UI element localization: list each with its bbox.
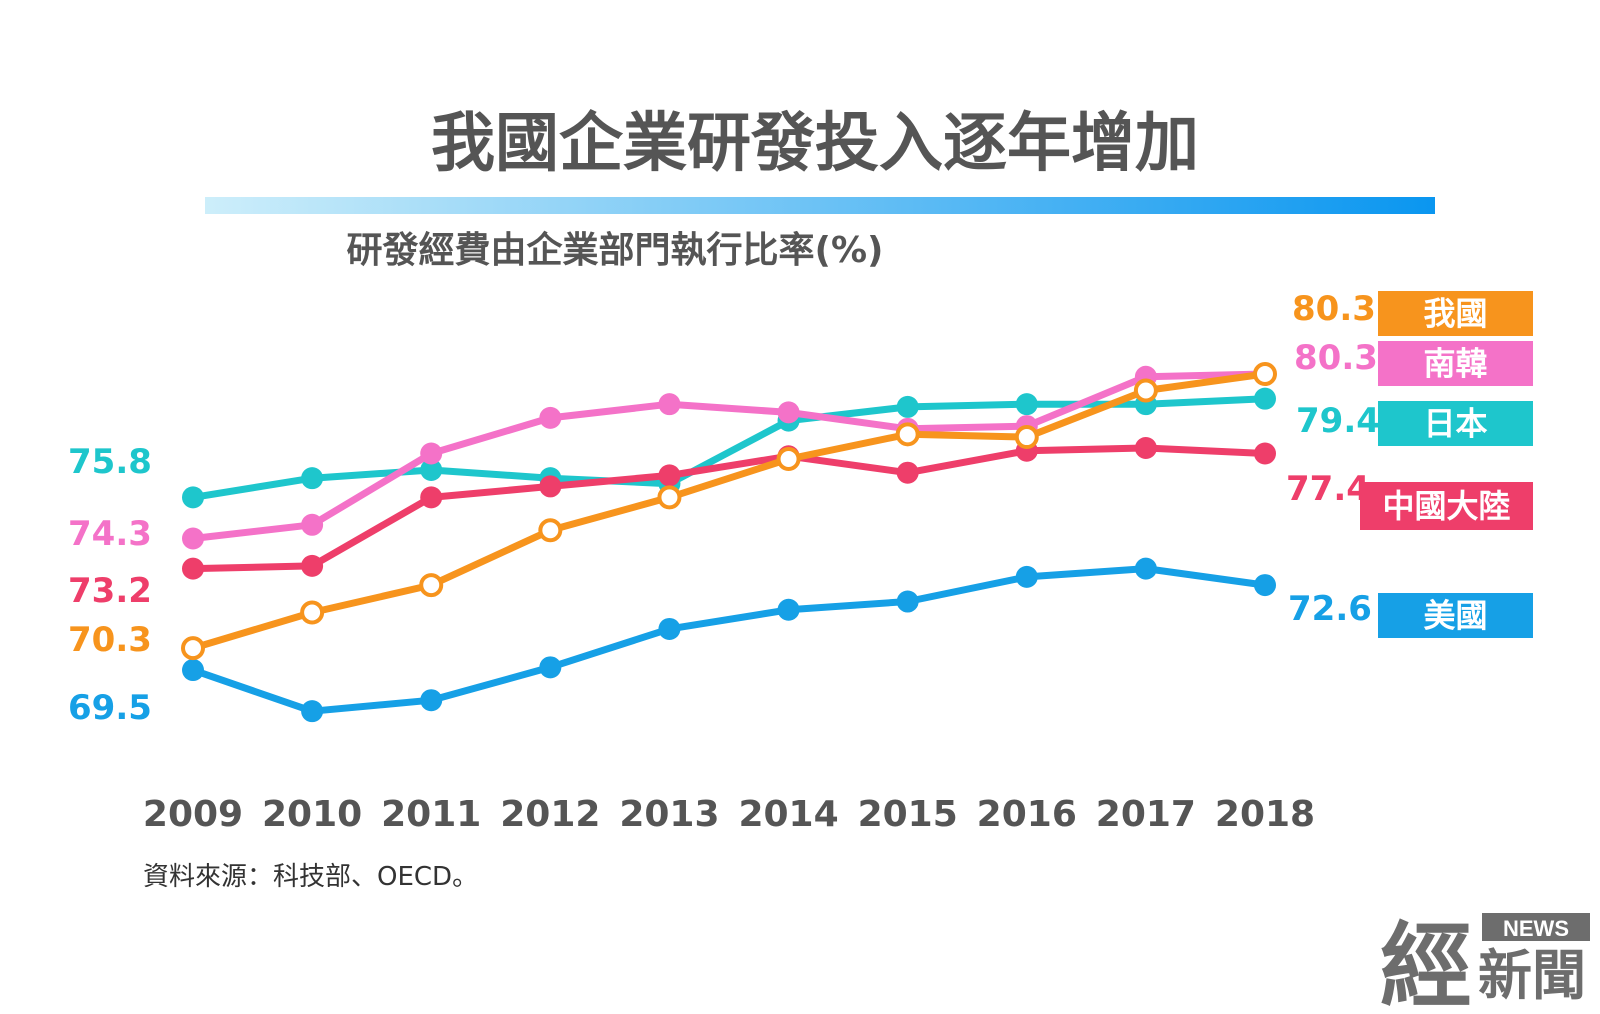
data-point-japan	[896, 395, 919, 418]
data-point-china	[301, 554, 324, 577]
x-tick-label: 2016	[977, 794, 1077, 835]
start-label-japan: 75.8	[68, 442, 152, 482]
data-point-korea	[301, 513, 324, 536]
source-note: 資料來源：科技部、OECD。	[143, 862, 478, 892]
data-point-usa	[1254, 574, 1276, 597]
series-china	[182, 437, 1276, 580]
x-tick-label: 2010	[262, 794, 362, 835]
data-point-taiwan	[776, 446, 801, 471]
data-point-japan	[182, 486, 204, 509]
legend-label-japan: 日本	[1423, 405, 1487, 443]
data-point-china	[1254, 442, 1276, 465]
legend-item-japan: 日本	[1378, 401, 1533, 446]
data-point-taiwan	[1014, 425, 1039, 450]
x-tick-label: 2011	[381, 794, 481, 835]
legend-label-korea: 南韓	[1423, 345, 1487, 383]
logo-news-box	[1482, 913, 1590, 941]
x-axis-labels: 2009 2010 2011 2012 2013 2014 2015 2016 2017 2018	[143, 794, 1315, 835]
legend-box-korea	[1378, 341, 1533, 386]
legend-label-china: 中國大陸	[1382, 487, 1510, 525]
data-point-korea	[539, 406, 562, 429]
data-point-china	[896, 461, 919, 484]
start-label-korea: 74.3	[68, 514, 152, 554]
data-point-usa	[301, 700, 324, 723]
series-usa	[182, 557, 1276, 723]
data-point-taiwan	[657, 485, 682, 510]
page-title: 我國企業研發投入逐年增加	[431, 107, 1199, 181]
chart-subtitle: 研發經費由企業部門執行比率(%)	[347, 229, 884, 271]
start-label-china: 73.2	[68, 571, 152, 611]
legend-item-china: 中國大陸	[1360, 482, 1533, 530]
x-tick-label: 2013	[619, 794, 719, 835]
legend-item-korea: 南韓	[1378, 341, 1533, 386]
legend-box-usa	[1378, 593, 1533, 638]
start-label-usa: 69.5	[68, 688, 152, 728]
data-point-usa	[1015, 565, 1038, 588]
x-tick-label: 2015	[858, 794, 958, 835]
legend-label-usa: 美國	[1423, 597, 1487, 635]
data-point-taiwan	[181, 636, 205, 661]
news-logo: NEWS 經 新聞	[1380, 912, 1590, 1014]
legend-label-taiwan: 我國	[1423, 295, 1487, 333]
x-tick-label: 2014	[738, 794, 838, 835]
data-point-usa	[1134, 557, 1157, 580]
data-point-usa	[658, 617, 681, 640]
end-label-korea: 80.3	[1294, 338, 1378, 378]
series-layer	[181, 362, 1277, 723]
legend-box-china	[1360, 482, 1533, 530]
data-point-china	[420, 486, 443, 509]
legend-item-taiwan: 我國	[1378, 291, 1533, 336]
series-line-taiwan	[189, 370, 1269, 652]
data-point-china	[658, 464, 681, 487]
data-point-korea	[777, 401, 800, 424]
data-point-taiwan	[1253, 362, 1277, 387]
end-label-usa: 72.6	[1288, 589, 1372, 629]
data-point-taiwan	[419, 573, 444, 598]
series-line-china	[189, 444, 1269, 573]
x-tick-label: 2009	[143, 794, 243, 835]
data-point-taiwan	[300, 600, 325, 625]
data-point-korea	[658, 393, 681, 416]
data-point-japan	[1015, 393, 1038, 416]
data-point-china	[539, 475, 562, 498]
data-point-usa	[420, 689, 443, 712]
data-point-taiwan	[1133, 378, 1158, 403]
end-value-labels: 80.3 80.3 79.4 77.4 72.6	[1286, 289, 1380, 629]
data-point-taiwan	[538, 518, 563, 543]
data-point-korea	[182, 527, 204, 550]
x-tick-label: 2017	[1096, 794, 1196, 835]
data-point-japan	[301, 467, 324, 490]
legend-box-japan	[1378, 401, 1533, 446]
x-tick-label: 2018	[1215, 794, 1315, 835]
data-point-china	[1134, 437, 1157, 460]
data-point-china	[182, 557, 204, 580]
end-label-taiwan: 80.3	[1292, 289, 1376, 329]
end-label-china: 77.4	[1286, 469, 1370, 509]
logo-main-char: 經	[1380, 912, 1472, 1014]
legend-box-taiwan	[1378, 291, 1533, 336]
data-point-japan	[420, 458, 443, 481]
legend-item-usa: 美國	[1378, 593, 1533, 638]
data-point-korea	[420, 442, 443, 465]
series-line-korea	[189, 370, 1269, 542]
logo-sub-text: 新聞	[1478, 943, 1586, 1007]
series-taiwan	[181, 362, 1277, 661]
data-point-taiwan	[895, 422, 920, 447]
data-point-usa	[896, 590, 919, 613]
data-point-usa	[182, 659, 204, 682]
data-point-usa	[539, 656, 562, 679]
logo-news-text: NEWS	[1503, 916, 1569, 941]
data-point-usa	[777, 598, 800, 621]
x-tick-label: 2012	[500, 794, 600, 835]
series-korea	[182, 363, 1276, 550]
data-point-japan	[1254, 387, 1276, 410]
end-label-japan: 79.4	[1296, 401, 1380, 441]
series-line-usa	[189, 565, 1269, 715]
title-underline-bar	[205, 197, 1435, 214]
start-label-taiwan: 70.3	[68, 620, 152, 660]
start-value-labels: 70.3 74.3 75.8 73.2 69.5	[68, 442, 152, 728]
